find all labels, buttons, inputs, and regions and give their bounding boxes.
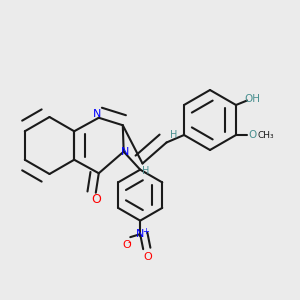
Text: CH₃: CH₃ [258, 130, 274, 140]
Text: O: O [248, 130, 256, 140]
Text: N: N [121, 147, 129, 157]
Text: +: + [142, 227, 149, 236]
Text: H: H [142, 166, 149, 176]
Text: N: N [93, 109, 101, 119]
Text: OH: OH [244, 94, 260, 104]
Text: N: N [136, 229, 144, 239]
Text: O: O [91, 193, 101, 206]
Text: O: O [143, 252, 152, 262]
Text: H: H [170, 130, 178, 140]
Text: O: O [122, 240, 131, 250]
Text: -: - [127, 237, 131, 247]
